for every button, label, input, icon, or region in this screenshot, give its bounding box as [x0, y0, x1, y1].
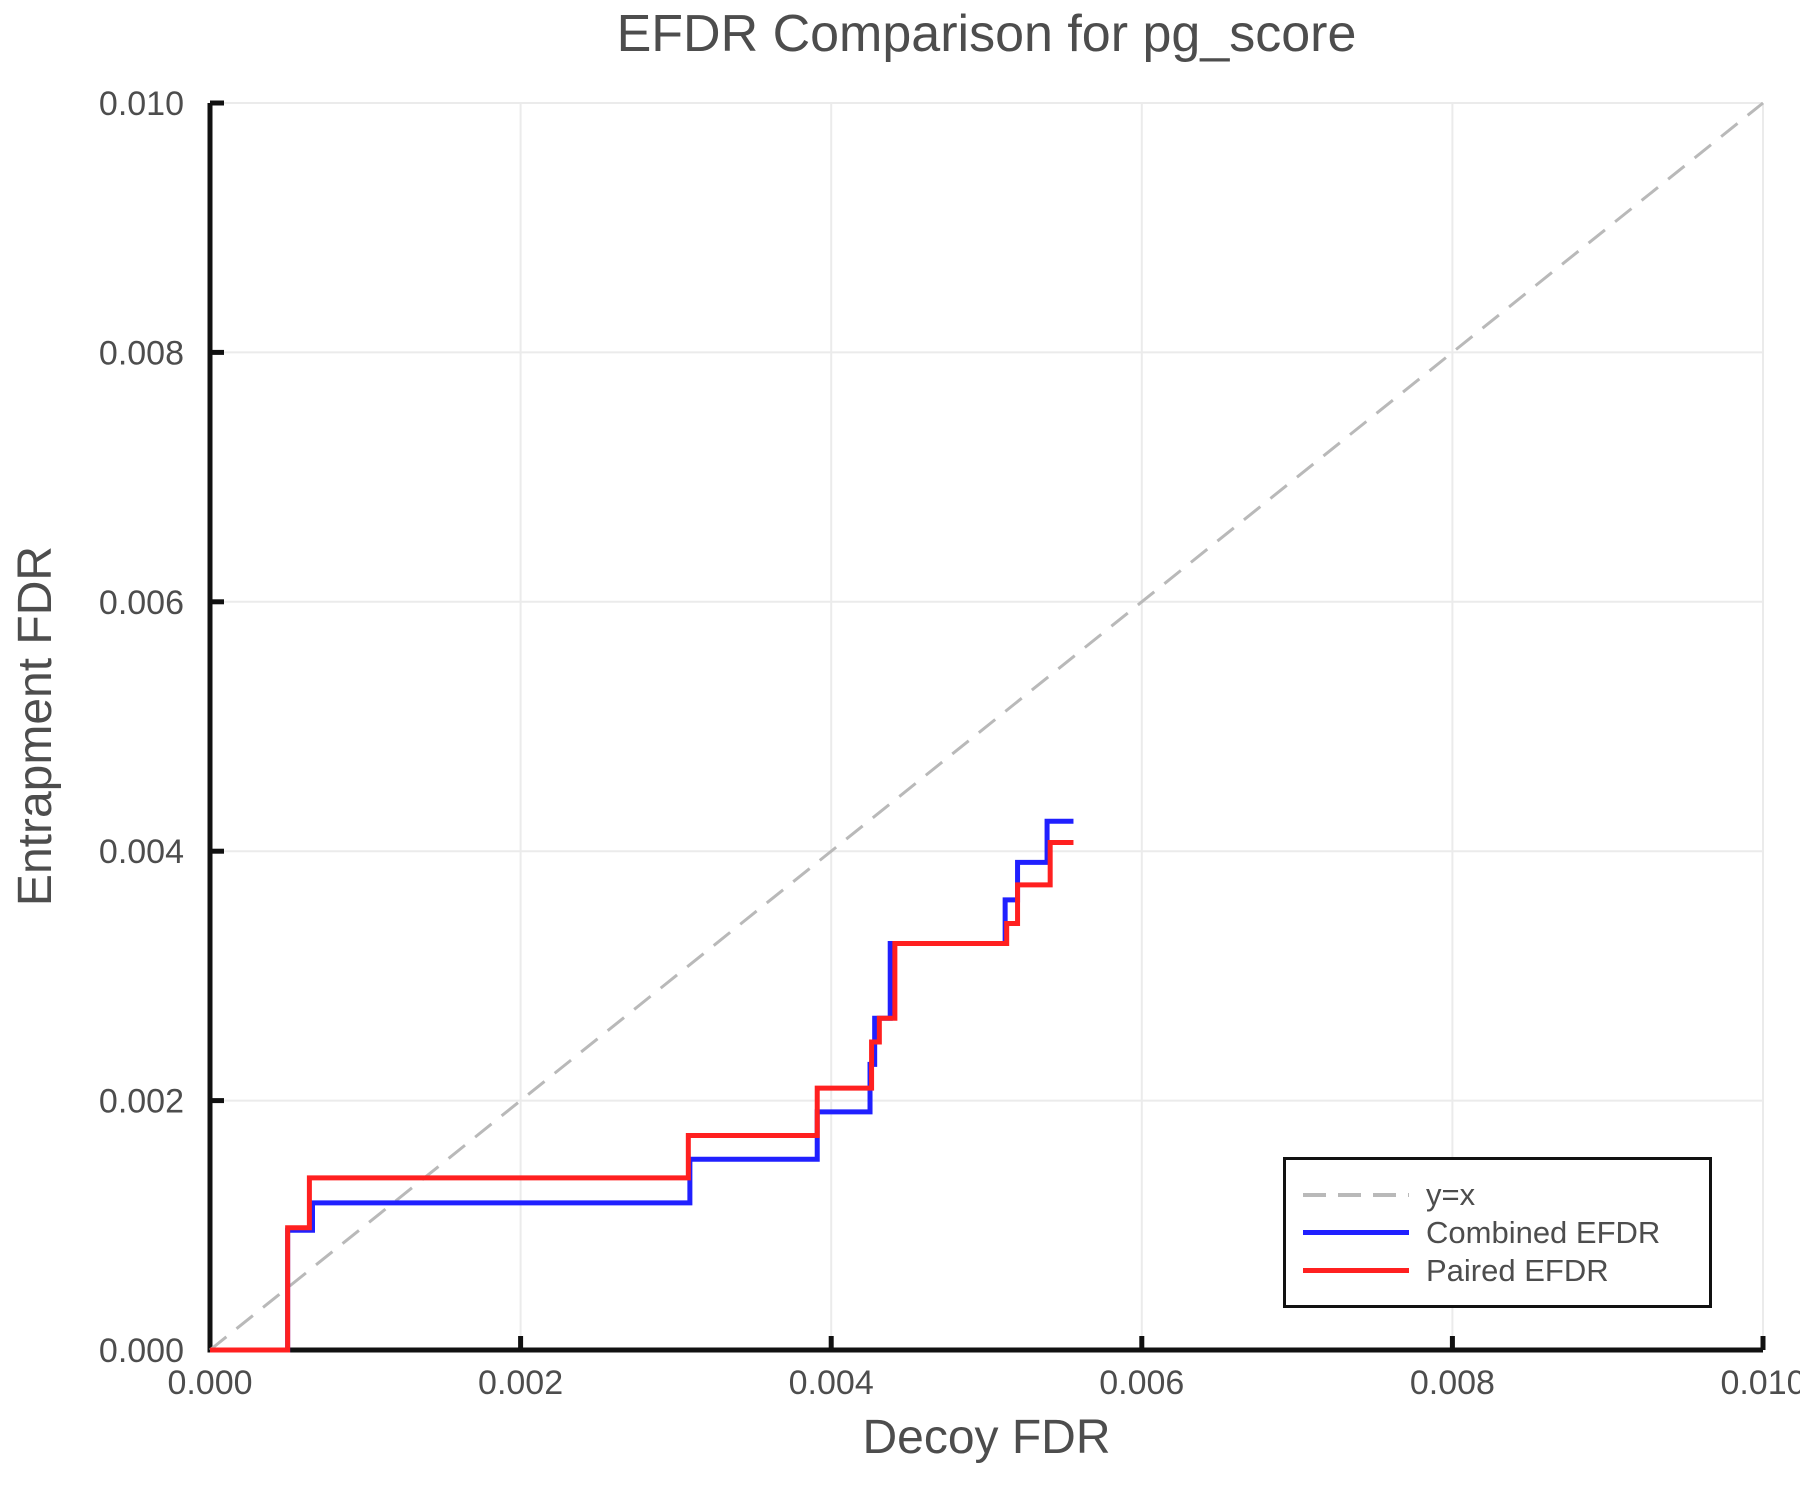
x-tick-label: 0.008: [1410, 1364, 1495, 1402]
x-tick-label: 0.000: [167, 1364, 252, 1402]
legend-line-sample-paired: [1303, 1268, 1409, 1273]
y-tick-label: 0.008: [99, 334, 184, 372]
legend-label-paired: Paired EFDR: [1426, 1253, 1609, 1288]
series-line-paired-efdr: [210, 839, 1074, 1353]
legend: y=x Combined EFDR Paired EFDR: [1283, 1157, 1712, 1308]
legend-line-sample-yx: [1303, 1192, 1409, 1197]
legend-line-sample-combined: [1303, 1230, 1409, 1235]
legend-row: y=x: [1286, 1176, 1709, 1214]
legend-label-yx: y=x: [1426, 1177, 1476, 1212]
x-tick-label: 0.006: [1099, 1364, 1184, 1402]
y-tick-label: 0.000: [99, 1332, 184, 1370]
series-line-combined-efdr: [210, 818, 1074, 1353]
y-tick-label: 0.002: [99, 1083, 184, 1121]
x-tick-label: 0.010: [1720, 1364, 1800, 1402]
series-line-y-x: [209, 101, 1764, 1352]
legend-row: Paired EFDR: [1286, 1252, 1709, 1290]
y-tick-label: 0.006: [99, 584, 184, 622]
y-axis-label: Entrapment FDR: [9, 545, 62, 907]
x-axis-label: Decoy FDR: [862, 1411, 1111, 1464]
chart-title: EFDR Comparison for pg_score: [616, 5, 1357, 63]
y-tick-label: 0.010: [99, 85, 184, 123]
legend-label-combined: Combined EFDR: [1426, 1215, 1661, 1250]
y-tick-label: 0.004: [99, 833, 184, 871]
x-tick-label: 0.004: [789, 1364, 874, 1402]
legend-row: Combined EFDR: [1286, 1214, 1709, 1252]
x-tick-label: 0.002: [478, 1364, 563, 1402]
